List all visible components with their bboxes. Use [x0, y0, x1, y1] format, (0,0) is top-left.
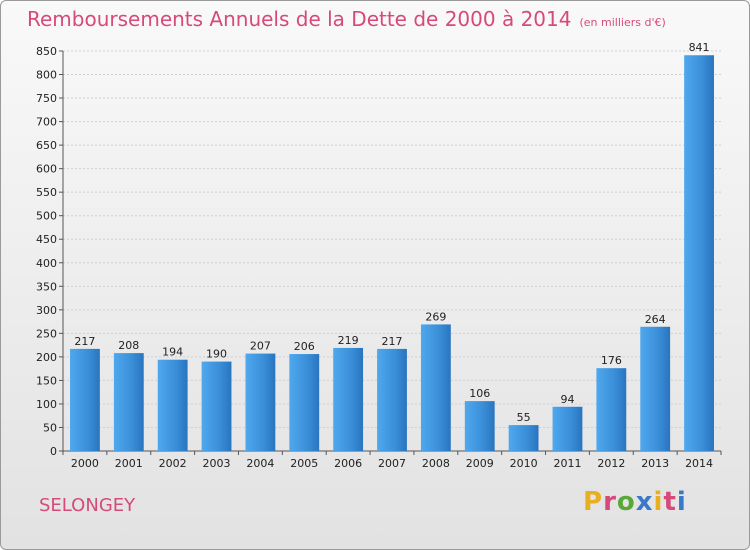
x-tick-label: 2006 [334, 457, 362, 470]
x-tick-label: 2014 [685, 457, 713, 470]
y-tick-label: 400 [36, 257, 57, 270]
y-tick-label: 450 [36, 233, 57, 246]
y-tick-label: 150 [36, 374, 57, 387]
data-label-2000: 217 [74, 335, 95, 348]
x-tick-label: 2012 [597, 457, 625, 470]
data-label-2001: 208 [118, 339, 139, 352]
y-tick-label: 100 [36, 398, 57, 411]
data-label-2003: 190 [206, 348, 227, 361]
bar-2011 [552, 406, 583, 451]
bar-2009 [464, 401, 495, 451]
bar-2006 [333, 347, 364, 451]
data-label-2007: 217 [382, 335, 403, 348]
bar-2002 [157, 359, 188, 451]
x-tick-label: 2011 [553, 457, 581, 470]
bar-2014 [684, 55, 714, 452]
data-label-2004: 207 [250, 340, 271, 353]
y-tick-label: 700 [36, 116, 57, 129]
x-tick-label: 2004 [246, 457, 274, 470]
chart-title: Remboursements Annuels de la Dette de 20… [27, 7, 666, 31]
data-labels: 217 208 194 190 207 206 219 217 269 106 55 94 176 264… [74, 41, 709, 424]
bar-2005 [289, 354, 320, 451]
bar-2008 [420, 324, 451, 451]
city-name: SELONGEY [39, 495, 136, 516]
x-axis-ticks: 2000 2001 2002 2003 2004 2005 2006 2007 2008 2009… [62, 451, 722, 470]
logo-letter: i [676, 487, 687, 517]
x-tick-label: 2005 [290, 457, 318, 470]
bar-2000 [70, 348, 100, 451]
y-tick-label: 800 [36, 69, 57, 82]
data-label-2012: 176 [601, 354, 622, 367]
chart-title-main: Remboursements Annuels de la Dette de 20… [27, 7, 572, 31]
x-tick-label: 2013 [641, 457, 669, 470]
y-tick-label: 350 [36, 280, 57, 293]
logo-letter: x [635, 487, 654, 517]
bar-2013 [640, 326, 671, 451]
logo-letter: o [616, 487, 636, 517]
data-label-2011: 94 [560, 393, 574, 406]
y-tick-label: 600 [36, 163, 57, 176]
y-tick-label: 0 [50, 445, 57, 458]
proxiti-logo: Proxiti [583, 487, 687, 517]
logo-letter: r [603, 487, 617, 517]
y-tick-label: 750 [36, 92, 57, 105]
logo-letter: i [653, 487, 664, 517]
x-tick-label: 2002 [159, 457, 187, 470]
x-tick-label: 2008 [422, 457, 450, 470]
bar-2004 [245, 353, 276, 451]
chart-title-unit: (en milliers d'€) [579, 16, 666, 29]
data-label-2010: 55 [517, 411, 531, 424]
y-tick-label: 650 [36, 139, 57, 152]
x-tick-label: 2003 [203, 457, 231, 470]
logo-letter: P [583, 487, 604, 517]
y-tick-label: 300 [36, 304, 57, 317]
bar-2007 [377, 348, 407, 451]
x-tick-label: 2010 [510, 457, 538, 470]
bar-2010 [508, 425, 539, 451]
data-label-2013: 264 [645, 313, 666, 326]
logo-letter: t [663, 487, 677, 517]
bar-2001 [113, 353, 144, 451]
data-label-2005: 206 [294, 340, 315, 353]
bar-2003 [201, 361, 232, 451]
y-tick-label: 850 [36, 45, 57, 58]
data-label-2006: 219 [338, 334, 359, 347]
x-tick-label: 2000 [71, 457, 99, 470]
x-tick-label: 2009 [466, 457, 494, 470]
data-label-2009: 106 [469, 387, 490, 400]
y-tick-label: 200 [36, 351, 57, 364]
x-tick-label: 2001 [115, 457, 143, 470]
y-tick-label: 500 [36, 210, 57, 223]
x-tick-label: 2007 [378, 457, 406, 470]
y-tick-label: 550 [36, 186, 57, 199]
data-label-2008: 269 [425, 310, 446, 323]
bar-2012 [596, 368, 627, 451]
data-label-2002: 194 [162, 346, 183, 359]
y-tick-label: 250 [36, 327, 57, 340]
data-label-2014: 841 [689, 41, 710, 54]
bars [70, 55, 714, 452]
y-tick-label: 50 [43, 421, 57, 434]
